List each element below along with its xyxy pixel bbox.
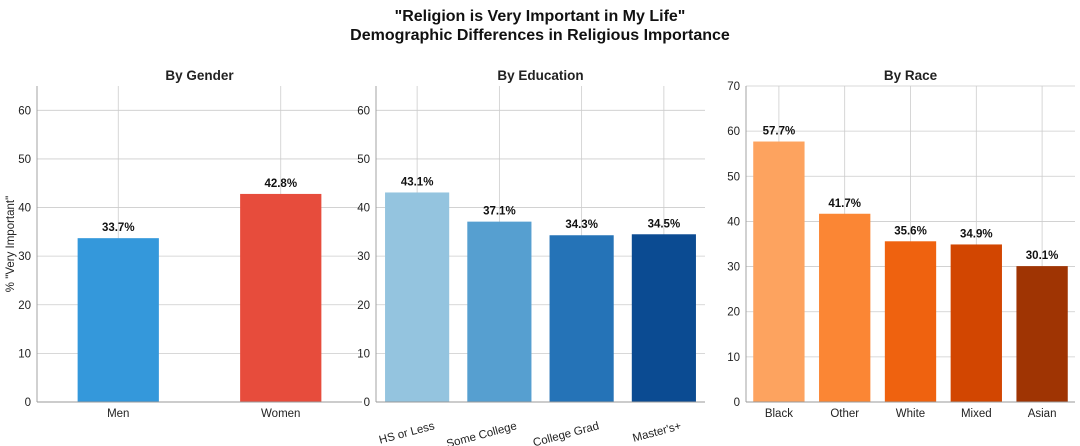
- y-tick-label: 20: [357, 300, 370, 312]
- y-tick-label: 30: [727, 262, 740, 274]
- x-tick-label: Women: [261, 408, 300, 420]
- y-tick-label: 30: [357, 251, 370, 263]
- chart-panel-1: 0 10 20 30 40 50 60 33.7% 42.8% Men Women By Gender…: [5, 68, 362, 420]
- bar-women: [240, 193, 322, 402]
- y-tick-label: 60: [357, 105, 370, 117]
- x-tick-label: Other: [830, 408, 859, 420]
- y-tick-label: 10: [357, 348, 370, 360]
- data-label: 43.1%: [401, 176, 434, 188]
- y-tick-label: 40: [18, 203, 31, 215]
- y-tick-label: 0: [25, 397, 31, 409]
- data-label: 42.8%: [264, 178, 297, 190]
- y-tick-label: 0: [734, 397, 740, 409]
- bar-other: [819, 213, 871, 402]
- y-tick-label: 60: [18, 105, 31, 117]
- bar-asian: [1016, 266, 1068, 402]
- x-tick-label: White: [896, 408, 925, 420]
- y-tick-label: 70: [727, 81, 740, 93]
- bar-master-s: [631, 234, 696, 402]
- bar-black: [753, 141, 805, 403]
- x-tick-label: Asian: [1028, 408, 1057, 420]
- y-tick-label: 50: [18, 154, 31, 166]
- data-label: 35.6%: [894, 225, 927, 237]
- bar-some-college: [467, 221, 532, 402]
- data-label: 34.9%: [960, 228, 993, 240]
- y-tick-label: 30: [18, 251, 31, 263]
- y-tick-label: 60: [727, 126, 740, 138]
- panel-title: By Gender: [165, 68, 234, 83]
- chart-panel-3: 0 10 20 30 40 50 60 70 57.7% 41.7% 35.6% 34.9% 30.1%…: [727, 68, 1075, 420]
- y-tick-label: 50: [357, 154, 370, 166]
- bar-mixed: [950, 244, 1002, 402]
- bar-hs-or-less: [385, 192, 450, 402]
- data-label: 34.3%: [565, 219, 598, 231]
- data-label: 57.7%: [763, 126, 796, 138]
- x-tick-label: Mixed: [961, 408, 992, 420]
- data-label: 37.1%: [483, 206, 516, 218]
- bar-men: [77, 238, 159, 402]
- figure-title-line-2: Demographic Differences in Religious Imp…: [350, 27, 730, 44]
- panel-title: By Race: [884, 68, 938, 83]
- data-label: 33.7%: [102, 222, 135, 234]
- figure-title-line-1: "Religion is Very Important in My Life": [395, 8, 686, 25]
- x-tick-label: Black: [765, 408, 793, 420]
- y-axis-label: % "Very Important": [5, 196, 17, 292]
- y-tick-label: 50: [727, 171, 740, 183]
- y-tick-label: 40: [727, 216, 740, 228]
- data-label: 30.1%: [1026, 250, 1059, 262]
- y-tick-label: 0: [364, 397, 370, 409]
- chart-panels: 0 10 20 30 40 50 60 33.7% 42.8% Men Women By Gender…: [5, 68, 1075, 446]
- bar-white: [884, 241, 937, 402]
- bar-college-grad: [549, 235, 614, 402]
- y-tick-label: 20: [727, 307, 740, 319]
- x-tick-label: Men: [107, 408, 129, 420]
- panel-title: By Education: [497, 68, 583, 83]
- y-tick-label: 10: [18, 348, 31, 360]
- y-tick-label: 40: [357, 203, 370, 215]
- y-tick-label: 20: [18, 300, 31, 312]
- y-tick-label: 10: [727, 352, 740, 364]
- data-label: 41.7%: [828, 198, 861, 210]
- data-label: 34.5%: [648, 218, 681, 230]
